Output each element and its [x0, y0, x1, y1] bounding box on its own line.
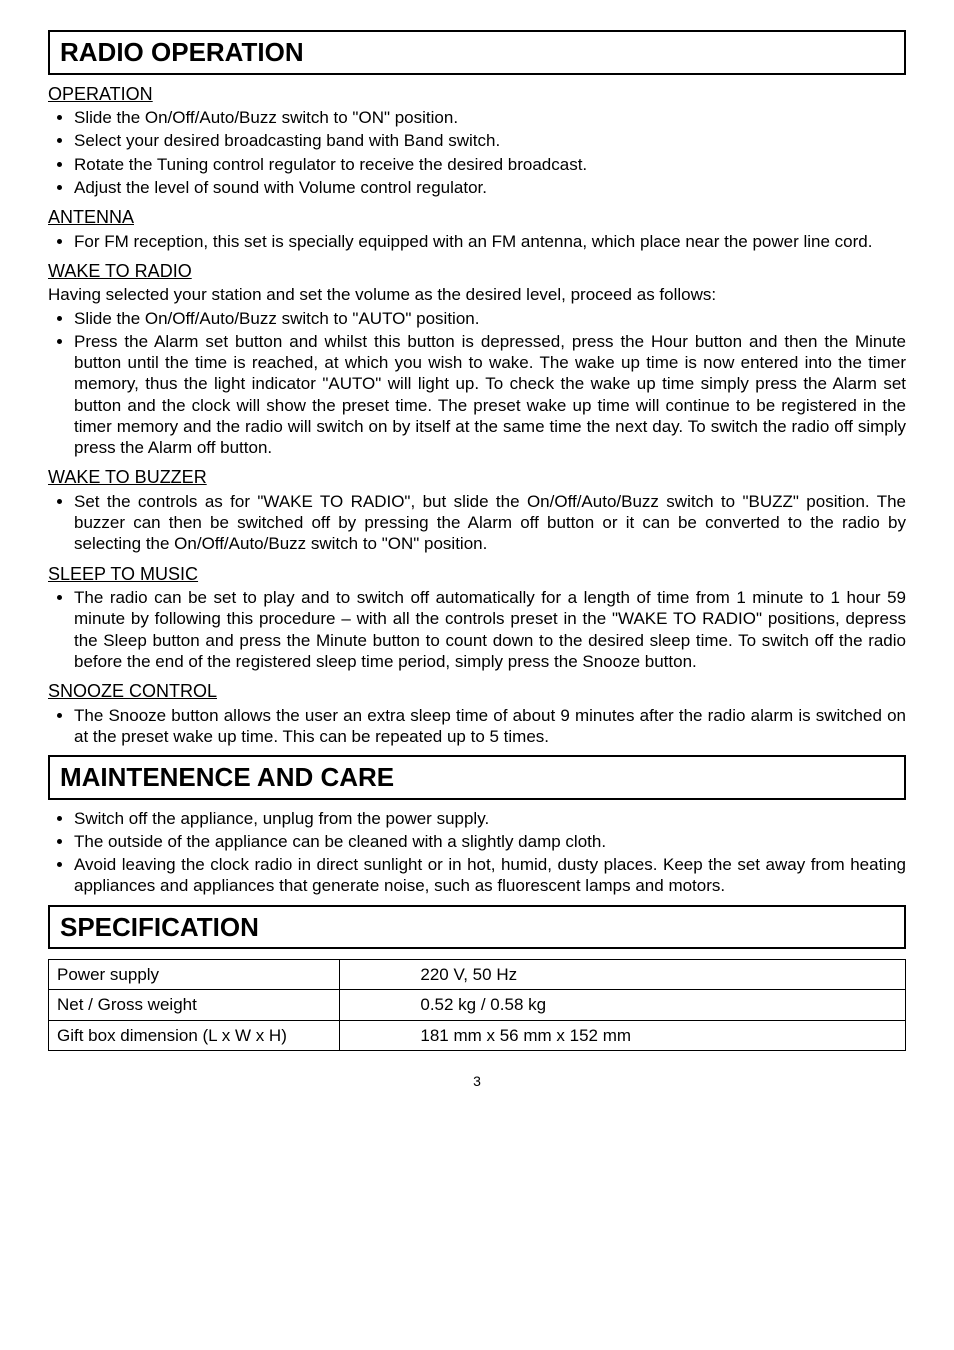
spec-value: 0.52 kg / 0.58 kg — [340, 990, 906, 1020]
list-item: For FM reception, this set is specially … — [74, 231, 906, 252]
snooze-control-list: The Snooze button allows the user an ext… — [48, 705, 906, 748]
wake-to-radio-intro: Having selected your station and set the… — [48, 284, 906, 305]
list-item: Switch off the appliance, unplug from th… — [74, 808, 906, 829]
wake-to-buzzer-list: Set the controls as for "WAKE TO RADIO",… — [48, 491, 906, 555]
list-item: The outside of the appliance can be clea… — [74, 831, 906, 852]
specification-table: Power supply 220 V, 50 Hz Net / Gross we… — [48, 959, 906, 1051]
sleep-to-music-heading: SLEEP TO MUSIC — [48, 563, 906, 586]
maintenance-title: MAINTENENCE AND CARE — [60, 761, 894, 794]
list-item: The Snooze button allows the user an ext… — [74, 705, 906, 748]
wake-to-buzzer-heading: WAKE TO BUZZER — [48, 466, 906, 489]
radio-operation-heading-box: RADIO OPERATION — [48, 30, 906, 75]
specification-heading-box: SPECIFICATION — [48, 905, 906, 950]
spec-value: 220 V, 50 Hz — [340, 960, 906, 990]
spec-label: Power supply — [49, 960, 340, 990]
list-item: Adjust the level of sound with Volume co… — [74, 177, 906, 198]
spec-value: 181 mm x 56 mm x 152 mm — [340, 1020, 906, 1050]
antenna-heading: ANTENNA — [48, 206, 906, 229]
wake-to-radio-list: Slide the On/Off/Auto/Buzz switch to "AU… — [48, 308, 906, 459]
list-item: The radio can be set to play and to swit… — [74, 587, 906, 672]
list-item: Slide the On/Off/Auto/Buzz switch to "AU… — [74, 308, 906, 329]
table-row: Gift box dimension (L x W x H) 181 mm x … — [49, 1020, 906, 1050]
spec-label: Gift box dimension (L x W x H) — [49, 1020, 340, 1050]
sleep-to-music-list: The radio can be set to play and to swit… — [48, 587, 906, 672]
spec-label: Net / Gross weight — [49, 990, 340, 1020]
list-item: Press the Alarm set button and whilst th… — [74, 331, 906, 459]
list-item: Rotate the Tuning control regulator to r… — [74, 154, 906, 175]
radio-operation-title: RADIO OPERATION — [60, 36, 894, 69]
operation-list: Slide the On/Off/Auto/Buzz switch to "ON… — [48, 107, 906, 198]
list-item: Select your desired broadcasting band wi… — [74, 130, 906, 151]
table-row: Net / Gross weight 0.52 kg / 0.58 kg — [49, 990, 906, 1020]
snooze-control-heading: SNOOZE CONTROL — [48, 680, 906, 703]
wake-to-radio-heading: WAKE TO RADIO — [48, 260, 906, 283]
maintenance-heading-box: MAINTENENCE AND CARE — [48, 755, 906, 800]
list-item: Set the controls as for "WAKE TO RADIO",… — [74, 491, 906, 555]
specification-title: SPECIFICATION — [60, 911, 894, 944]
antenna-list: For FM reception, this set is specially … — [48, 231, 906, 252]
list-item: Avoid leaving the clock radio in direct … — [74, 854, 906, 897]
maintenance-list: Switch off the appliance, unplug from th… — [48, 808, 906, 897]
table-row: Power supply 220 V, 50 Hz — [49, 960, 906, 990]
list-item: Slide the On/Off/Auto/Buzz switch to "ON… — [74, 107, 906, 128]
operation-heading: OPERATION — [48, 83, 906, 106]
page-number: 3 — [48, 1073, 906, 1091]
